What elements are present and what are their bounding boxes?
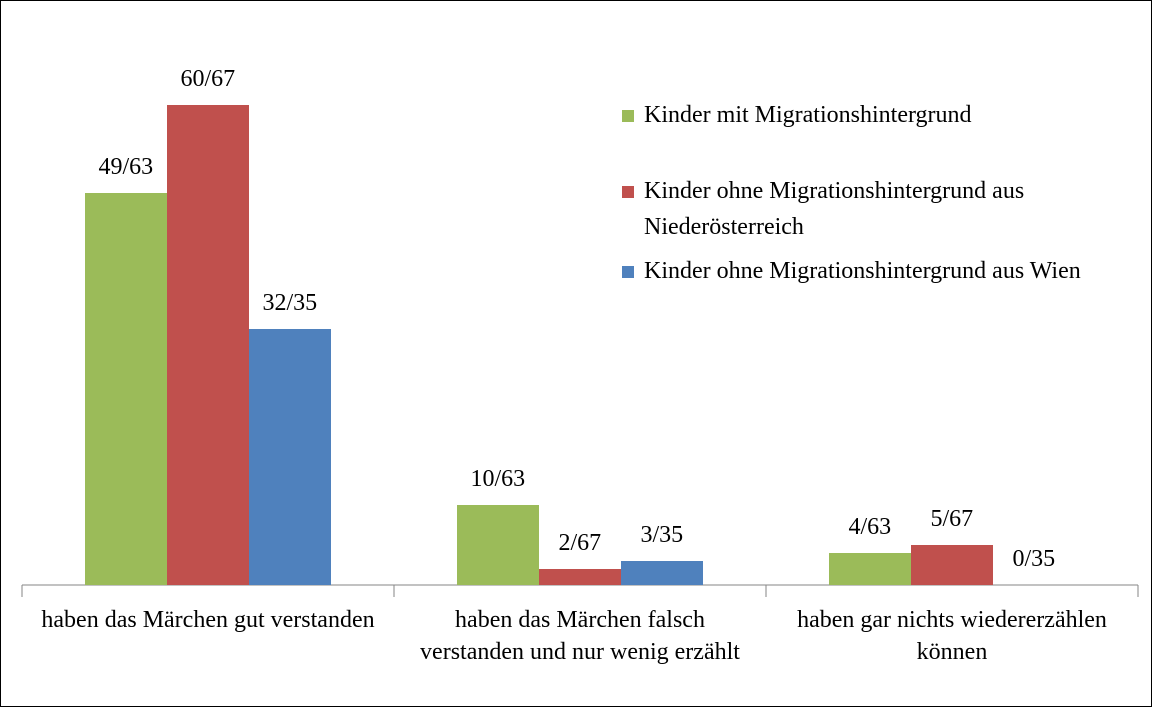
data-label: 32/35: [262, 290, 318, 316]
data-label: 10/63: [470, 466, 526, 492]
data-label: 5/67: [930, 506, 974, 532]
bar: [911, 545, 993, 585]
bar: [167, 105, 249, 585]
x-tick-label: haben das Märchen falsch verstanden und …: [420, 607, 740, 665]
data-label: 3/35: [640, 522, 684, 548]
legend-label: Kinder ohne Migrationshintergrund aus Ni…: [644, 178, 1025, 240]
bar: [539, 569, 621, 585]
bar: [829, 553, 911, 585]
x-tick-label: haben das Märchen gut verstanden: [41, 607, 375, 633]
data-label: 2/67: [558, 530, 602, 556]
legend-label: Kinder mit Migrationshintergrund: [644, 102, 972, 128]
data-label: 4/63: [848, 514, 892, 540]
bar: [249, 329, 331, 585]
data-label: 49/63: [98, 154, 154, 180]
data-label: 0/35: [1012, 546, 1056, 572]
x-tick-label: haben gar nichts wiedererzählen können: [797, 607, 1107, 665]
data-label: 60/67: [180, 66, 236, 92]
legend-marker: [622, 110, 634, 122]
legend-marker: [622, 266, 634, 278]
legend-label: Kinder ohne Migrationshintergrund aus Wi…: [644, 258, 1081, 284]
bar: [621, 561, 703, 585]
legend-marker: [622, 186, 634, 198]
bar: [85, 193, 167, 585]
bar: [457, 505, 539, 585]
